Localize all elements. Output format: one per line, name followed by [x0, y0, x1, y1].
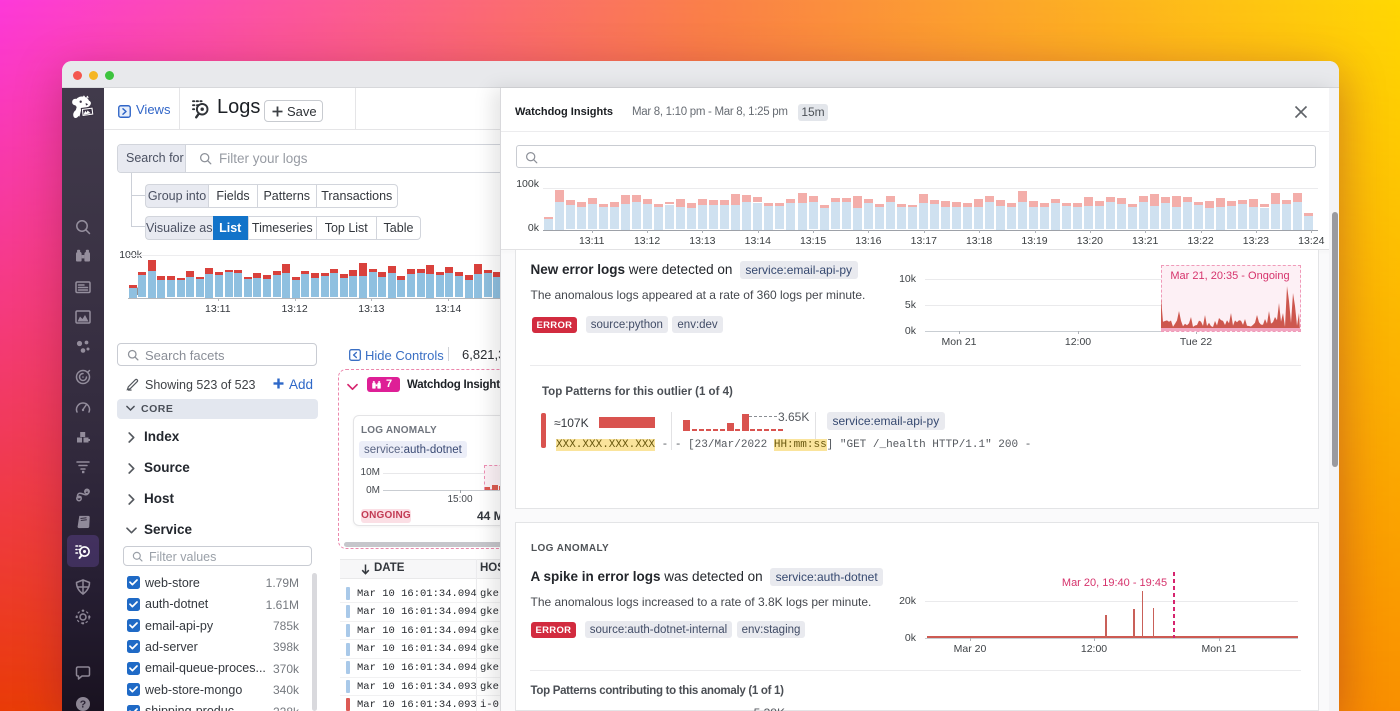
svg-text:?: ?: [80, 699, 86, 711]
